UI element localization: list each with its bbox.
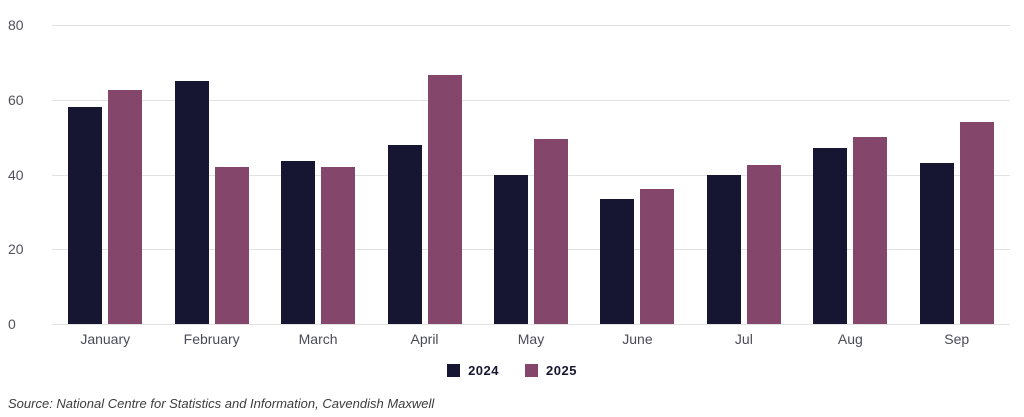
legend-label-2024: 2024	[468, 363, 499, 378]
bar-2025-april	[427, 75, 462, 324]
bar-2024-sep	[919, 163, 954, 324]
legend-swatch-2025	[525, 364, 538, 377]
bar-2025-sep	[959, 122, 994, 324]
bar-2025-january	[108, 90, 143, 324]
bar-group-aug	[797, 25, 903, 324]
gridline-0	[52, 324, 1010, 325]
bar-group-february	[158, 25, 264, 324]
bar-2024-april	[387, 144, 422, 324]
bar-2024-may	[493, 174, 528, 324]
bar-group-april	[371, 25, 477, 324]
gridline-40	[52, 174, 1010, 176]
x-tick-label-aug: Aug	[837, 331, 863, 347]
bar-2025-may	[533, 139, 568, 324]
legend-swatch-2024	[447, 364, 461, 377]
bar-group-june	[584, 25, 690, 324]
x-tick-label-april: April	[410, 331, 439, 347]
y-tick-label-40: 40	[8, 166, 24, 183]
legend: 2024 2025	[0, 363, 1024, 378]
bar-2025-jul	[746, 165, 781, 324]
gridline-20	[52, 249, 1010, 251]
legend-label-2025: 2025	[546, 363, 577, 378]
bar-group-march	[265, 25, 371, 324]
source-note: Source: National Centre for Statistics a…	[8, 396, 435, 411]
x-tick-label-sep: Sep	[944, 331, 970, 347]
x-tick-label-may: May	[517, 331, 545, 347]
x-tick-label-march: March	[298, 331, 338, 347]
legend-item-2024: 2024	[447, 363, 499, 378]
legend-item-2025: 2025	[525, 363, 577, 378]
y-tick-label-0: 0	[8, 316, 16, 332]
y-tick-label-80: 80	[8, 17, 24, 33]
y-tick-label-60: 60	[8, 91, 24, 108]
plot-area	[52, 25, 1010, 325]
bar-2024-aug	[813, 148, 848, 324]
bar-2025-june	[640, 189, 675, 324]
gridline-60	[52, 99, 1010, 101]
x-tick-label-february: February	[183, 331, 240, 347]
x-tick-label-january: January	[80, 331, 131, 347]
bar-2024-february	[174, 81, 209, 324]
bar-2025-aug	[853, 137, 888, 324]
bar-group-january	[52, 25, 158, 324]
y-tick-label-20: 20	[8, 241, 24, 258]
bar-2025-march	[321, 167, 356, 324]
bar-2024-march	[281, 161, 316, 324]
bar-2025-february	[214, 167, 249, 324]
bar-2024-june	[600, 198, 635, 324]
bar-group-sep	[904, 25, 1010, 324]
bar-2024-jul	[706, 174, 741, 324]
bar-group-jul	[691, 25, 797, 324]
x-tick-label-june: June	[622, 331, 653, 347]
bar-2024-january	[68, 107, 103, 324]
x-tick-label-jul: Jul	[734, 331, 753, 347]
bar-group-may	[478, 25, 584, 324]
gridline-80	[52, 25, 1010, 26]
